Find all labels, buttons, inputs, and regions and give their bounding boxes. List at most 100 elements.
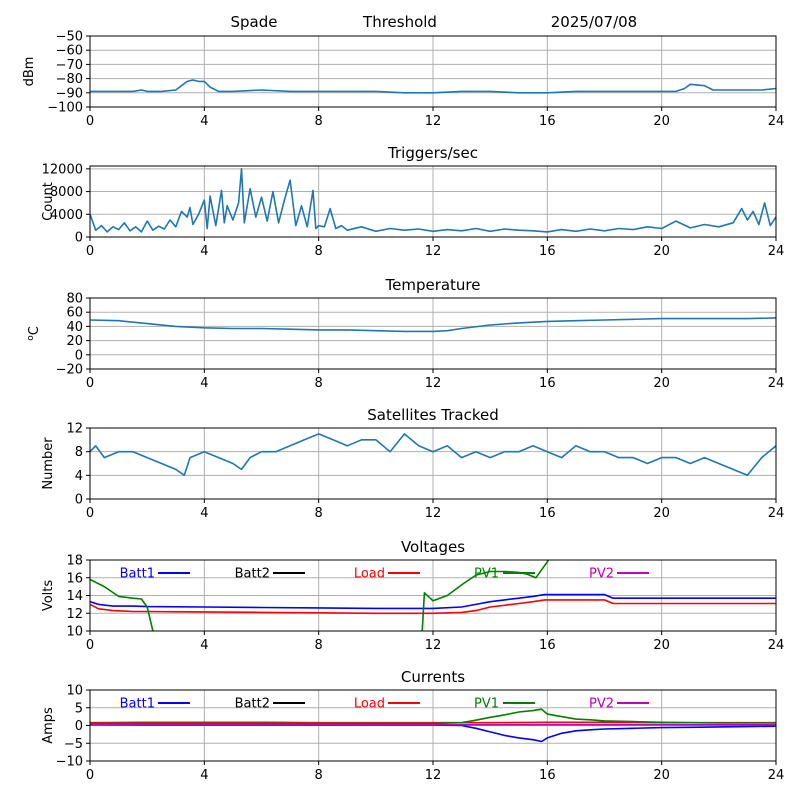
x-tick-label: 12 [425,768,442,783]
x-tick-label: 8 [315,244,323,259]
legend: Batt1 Batt2 Load PV1 PV2 [120,697,649,712]
panel-signal: 0 4 8 12 16 20 24 −100−90−80−70−60−50 dBm [22,30,784,130]
x-tick-label: 12 [425,506,442,521]
panel-title: Temperature [384,276,480,294]
legend-label-pv1: PV1 [474,697,499,712]
header-station: Spade [231,13,278,31]
y-axis-label: Count [41,182,56,221]
series-line-load [90,599,776,615]
x-tick-label: 24 [768,768,785,783]
y-tick-label: 0 [75,719,83,734]
x-tick-label: 24 [768,638,785,653]
panel-triggers: 0 4 8 12 16 20 24 0 4000 8000 12000 Triggers/sec Cou… [41,144,784,259]
y-axis-label-degree: o [26,335,36,341]
y-tick-label: 12 [66,422,83,437]
x-tick-label: 24 [768,506,785,521]
legend-label-pv2: PV2 [589,697,614,712]
x-tick-label: 0 [86,114,94,129]
y-tick-label: 60 [66,306,83,321]
x-tick-label: 24 [768,114,785,129]
x-tick-label: 16 [539,506,556,521]
y-tick-label: −80 [56,72,83,87]
y-tick-label: 20 [66,334,83,349]
x-tick-label: 0 [86,376,94,391]
header-mode: Threshold [362,13,437,31]
x-tick-label: 8 [315,768,323,783]
y-tick-label: −5 [64,737,83,752]
y-tick-label: −10 [56,755,83,770]
y-tick-label: 4000 [50,208,83,223]
panel-title: Voltages [401,538,465,556]
y-tick-label: −70 [56,58,83,73]
y-tick-label: 8000 [50,185,83,200]
y-axis-label-unit: C [27,326,42,335]
y-tick-label: 0 [75,493,83,508]
x-tick-label: 20 [653,768,670,783]
x-tick-label: 12 [425,114,442,129]
legend-label-batt1: Batt1 [120,697,155,712]
panel-title: Satellites Tracked [367,406,498,424]
x-tick-label: 8 [315,638,323,653]
x-tick-label: 12 [425,244,442,259]
x-tick-label: 4 [200,768,208,783]
y-axis-label: dBm [22,57,37,87]
y-tick-label: 0 [75,231,83,246]
legend-label-pv1: PV1 [474,567,499,582]
x-tick-label: 4 [200,638,208,653]
y-tick-label: 12 [66,607,83,622]
x-tick-label: 8 [315,506,323,521]
series-line-temperature [90,317,776,333]
x-tick-label: 24 [768,376,785,391]
y-tick-label: 12000 [42,162,83,177]
y-tick-label: −60 [56,44,83,59]
y-tick-label: 5 [75,701,83,716]
x-tick-label: 20 [653,638,670,653]
y-axis-label: Volts [41,580,56,612]
x-tick-label: 20 [653,506,670,521]
x-tick-label: 20 [653,114,670,129]
series-line-signal [90,79,776,94]
y-tick-label: −50 [56,30,83,45]
x-tick-label: 16 [539,768,556,783]
x-tick-label: 16 [539,114,556,129]
x-tick-label: 4 [200,114,208,129]
legend-label-batt2: Batt2 [235,697,270,712]
series-group [90,708,776,743]
x-tick-label: 0 [86,244,94,259]
x-tick-label: 16 [539,638,556,653]
panel-title: Currents [401,668,465,686]
header-date: 2025/07/08 [551,13,637,31]
x-tick-label: 8 [315,376,323,391]
x-tick-label: 0 [86,506,94,521]
y-tick-label: −20 [56,363,83,378]
series-line-triggers [90,168,776,233]
legend-label-pv2: PV2 [589,567,614,582]
y-tick-label: 80 [66,292,83,307]
x-tick-label: 0 [86,768,94,783]
series-line-pv1 [90,708,776,725]
x-tick-label: 12 [425,376,442,391]
legend-label-batt1: Batt1 [120,567,155,582]
x-tick-label: 4 [200,376,208,391]
series-group [90,168,776,233]
panel-satellites: 0 4 8 12 16 20 24 0 4 8 12 Satellites Tracked Number [41,406,784,521]
legend-label-load: Load [354,697,385,712]
x-tick-label: 16 [539,376,556,391]
x-tick-label: 16 [539,244,556,259]
y-tick-label: −90 [56,86,83,101]
y-tick-label: 0 [75,348,83,363]
y-tick-label: 8 [75,445,83,460]
y-axis-label: Number [41,437,56,490]
x-tick-label: 4 [200,506,208,521]
series-group [90,433,776,477]
y-tick-label: −100 [47,101,83,116]
legend: Batt1 Batt2 Load PV1 PV2 [120,567,649,582]
series-line-satellites [90,433,776,477]
x-tick-label: 0 [86,638,94,653]
